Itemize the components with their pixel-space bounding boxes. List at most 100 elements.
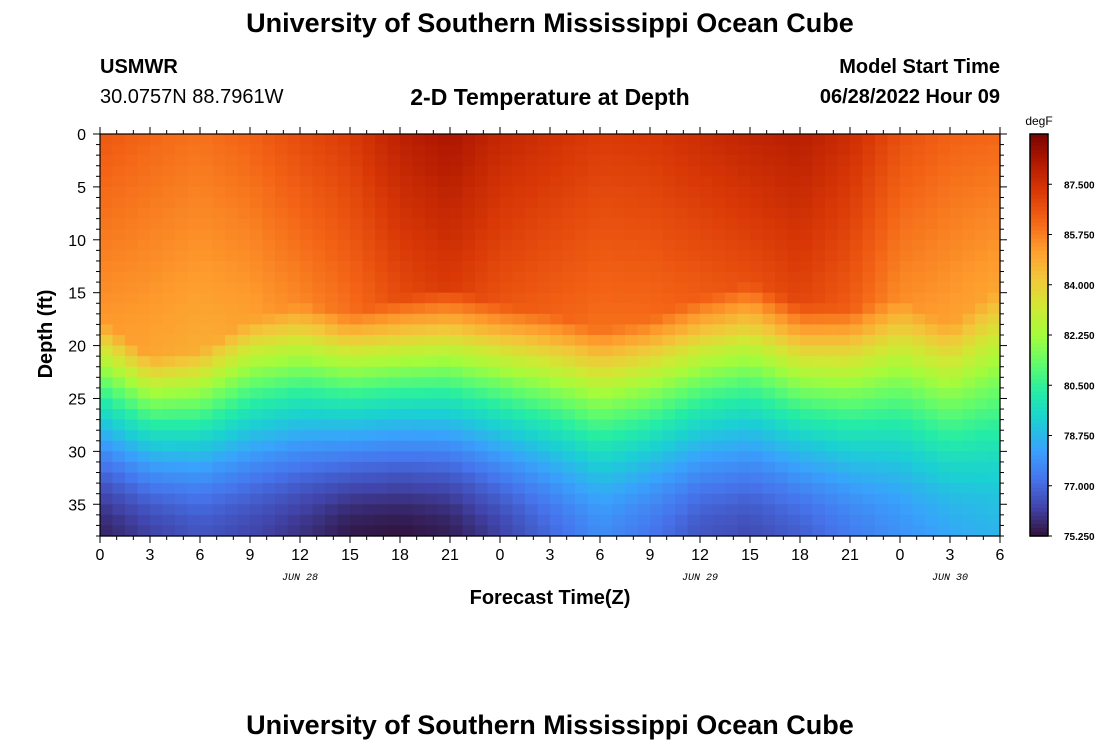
heatmap-cell [775, 335, 789, 347]
heatmap-cell [250, 525, 264, 537]
heatmap-cell [487, 144, 501, 156]
heatmap-cell [912, 271, 926, 283]
heatmap-cell [750, 250, 764, 262]
heatmap-cell [575, 176, 589, 188]
heatmap-cell [550, 260, 564, 273]
heatmap-cell [400, 197, 414, 209]
heatmap-cell [525, 409, 539, 421]
heatmap-cell [375, 313, 389, 326]
heatmap-cell [875, 229, 889, 241]
heatmap-cell [775, 366, 789, 378]
heatmap-cell [987, 313, 1001, 326]
heatmap-cell [862, 250, 876, 262]
heatmap-cell [787, 229, 801, 241]
heatmap-cell [312, 504, 326, 516]
heatmap-cell [525, 451, 539, 463]
heatmap-cell [637, 356, 651, 368]
heatmap-cell [700, 229, 714, 241]
heatmap-cell [250, 176, 264, 188]
heatmap-cell [362, 250, 376, 262]
heatmap-cell [850, 472, 864, 484]
heatmap-cell [312, 186, 326, 199]
heatmap-cell [812, 335, 826, 347]
heatmap-cell [812, 134, 826, 146]
heatmap-cell [600, 239, 614, 251]
heatmap-cell [187, 461, 201, 474]
heatmap-cell [850, 356, 864, 368]
heatmap-cell [325, 461, 339, 474]
heatmap-cell [487, 387, 501, 400]
heatmap-cell [287, 324, 301, 336]
heatmap-cell [675, 483, 689, 495]
heatmap-cell [612, 493, 626, 505]
heatmap-cell [550, 134, 564, 146]
heatmap-cell [325, 165, 339, 177]
heatmap-cell [400, 303, 414, 315]
heatmap-cell [750, 239, 764, 251]
heatmap-cell [137, 176, 151, 188]
heatmap-cell [287, 134, 301, 146]
heatmap-cell [337, 451, 351, 463]
heatmap-cell [787, 345, 801, 357]
heatmap-cell [487, 493, 501, 505]
heatmap-cell [837, 345, 851, 357]
heatmap-cell [150, 155, 164, 167]
heatmap-cell [937, 356, 951, 368]
colorbar-tick-label: 75.250 [1064, 532, 1095, 543]
heatmap-cell [562, 345, 576, 357]
heatmap-cell [325, 260, 339, 273]
heatmap-cell [600, 514, 614, 527]
heatmap-cell [362, 208, 376, 220]
heatmap-cell [100, 409, 114, 421]
heatmap-cell [512, 461, 526, 474]
heatmap-cell [887, 514, 901, 527]
heatmap-cell [237, 335, 251, 347]
heatmap-cell [187, 303, 201, 315]
heatmap-cell [525, 229, 539, 241]
heatmap-cell [300, 451, 314, 463]
heatmap-cell [837, 176, 851, 188]
heatmap-cell [137, 292, 151, 304]
heatmap-cell [287, 377, 301, 389]
heatmap-cell [775, 176, 789, 188]
heatmap-cell [950, 483, 964, 495]
heatmap-cell [575, 345, 589, 357]
heatmap-cell [700, 250, 714, 262]
heatmap-cell [550, 239, 564, 251]
heatmap-cell [587, 387, 601, 400]
heatmap-cell [912, 250, 926, 262]
heatmap-cell [187, 483, 201, 495]
colorbar-segment [1030, 479, 1048, 485]
heatmap-cell [587, 144, 601, 156]
heatmap-cell [437, 303, 451, 315]
heatmap-cell [412, 144, 426, 156]
y-tick-label: 25 [68, 391, 86, 408]
heatmap-cell [137, 197, 151, 209]
heatmap-cell [687, 525, 701, 537]
heatmap-cell [612, 186, 626, 199]
heatmap-cell [537, 324, 551, 336]
heatmap-cell [725, 155, 739, 167]
heatmap-cell [337, 514, 351, 527]
heatmap-cell [812, 165, 826, 177]
heatmap-cell [450, 335, 464, 347]
heatmap-cell [925, 271, 939, 283]
heatmap-cell [737, 335, 751, 347]
heatmap-cell [475, 409, 489, 421]
heatmap-cell [325, 250, 339, 262]
colorbar-segment [1030, 214, 1048, 220]
heatmap-cell [325, 398, 339, 410]
heatmap-cell [950, 292, 964, 304]
heatmap-cell [587, 483, 601, 495]
heatmap-cell [525, 271, 539, 283]
heatmap-cell [262, 282, 276, 294]
heatmap-cell [462, 419, 476, 431]
heatmap-cell [737, 483, 751, 495]
heatmap-cell [275, 229, 289, 241]
heatmap-cell [100, 472, 114, 484]
heatmap-cell [625, 218, 639, 230]
heatmap-cell [800, 239, 814, 251]
heatmap-cell [550, 461, 564, 474]
heatmap-cell [975, 451, 989, 463]
heatmap-cell [212, 472, 226, 484]
